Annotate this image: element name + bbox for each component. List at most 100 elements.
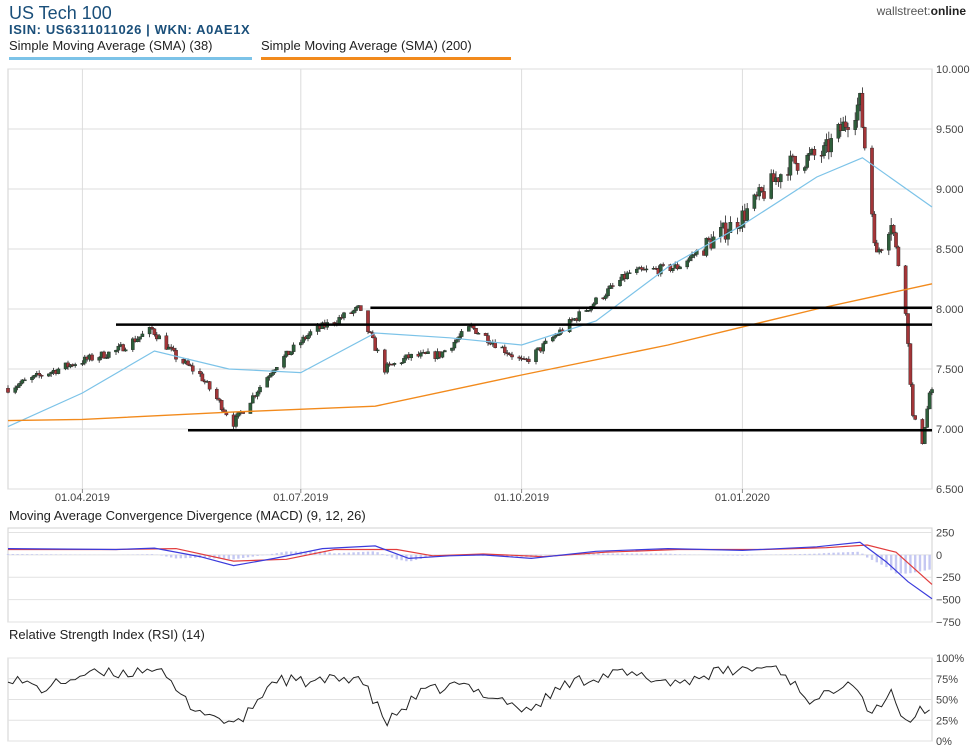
macd-histogram-bar xyxy=(352,552,355,555)
macd-histogram-bar xyxy=(894,554,898,574)
candle-body xyxy=(927,392,932,410)
macd-histogram-bar xyxy=(179,554,182,559)
candle-body xyxy=(913,415,917,420)
candle-body xyxy=(618,280,622,287)
macd-histogram-bar xyxy=(832,552,835,555)
candle-body xyxy=(188,364,193,367)
macd-histogram-bar xyxy=(294,551,298,555)
macd-histogram-bar xyxy=(189,554,192,558)
macd-histogram-bar xyxy=(626,553,629,555)
candle-body xyxy=(757,187,761,197)
candle-body xyxy=(879,249,884,251)
candle-body xyxy=(214,388,219,400)
candle-body xyxy=(803,167,807,171)
candle-body xyxy=(587,309,591,312)
candle-body xyxy=(527,358,531,362)
candle-body xyxy=(440,351,445,358)
macd-histogram-bar xyxy=(602,553,605,555)
candle-body xyxy=(234,416,238,427)
macd-histogram-bar xyxy=(366,551,370,555)
candle-body xyxy=(37,373,41,376)
brand-prefix: wallstreet: xyxy=(876,4,931,18)
candle-body xyxy=(198,371,202,375)
candle-body xyxy=(486,335,490,344)
macd-histogram-bar xyxy=(856,551,859,555)
macd-histogram-bar xyxy=(866,554,869,558)
macd-histogram-bar xyxy=(30,554,34,555)
candle-body xyxy=(30,376,34,381)
macd-histogram-bar xyxy=(150,554,154,555)
macd-histogram-bar xyxy=(606,553,610,555)
candle-body xyxy=(894,232,898,248)
macd-histogram-bar xyxy=(40,554,43,555)
macd-histogram-bar xyxy=(386,554,389,556)
candle-body xyxy=(608,285,613,289)
rsi-y-tick: 50% xyxy=(936,695,958,707)
rsi-y-tick: 75% xyxy=(936,674,958,686)
macd-histogram-bar xyxy=(899,554,902,574)
candle-body xyxy=(896,246,901,267)
macd-histogram-bar xyxy=(635,553,638,555)
macd-histogram-bar xyxy=(146,554,149,555)
candle-body xyxy=(385,363,390,373)
price-y-tick: 8.500 xyxy=(936,244,964,256)
macd-histogram-bar xyxy=(803,553,806,555)
candle-body xyxy=(373,337,378,351)
macd-histogram-bar xyxy=(184,554,187,559)
macd-histogram-bar xyxy=(914,554,917,573)
candle-body xyxy=(687,257,692,262)
macd-histogram-bar xyxy=(808,553,811,555)
candle-body xyxy=(267,375,272,378)
candle-body xyxy=(843,121,848,128)
macd-histogram-bar xyxy=(26,554,29,555)
macd-histogram-bar xyxy=(318,551,322,555)
candle-body xyxy=(723,222,728,240)
macd-histogram-bar xyxy=(784,554,787,555)
candle-body xyxy=(635,268,639,273)
brand-logo[interactable]: wallstreet:online xyxy=(877,4,966,18)
candle-body xyxy=(860,93,865,128)
candle-body xyxy=(872,213,877,244)
candle-body xyxy=(56,368,61,374)
candle-body xyxy=(443,350,447,353)
macd-histogram-bar xyxy=(726,554,730,556)
macd-histogram-bar xyxy=(678,554,682,555)
price-y-tick: 7.000 xyxy=(936,424,964,436)
candle-body xyxy=(812,149,817,156)
macd-histogram-bar xyxy=(165,554,168,557)
rsi-y-tick: 0% xyxy=(936,736,952,748)
sma38-line xyxy=(7,157,933,428)
candle-body xyxy=(409,353,414,359)
candle-body xyxy=(455,339,459,343)
candle-body xyxy=(779,174,783,183)
macd-histogram-bar xyxy=(333,553,336,555)
candle-body xyxy=(217,398,222,401)
candle-body xyxy=(450,347,454,351)
macd-histogram-bar xyxy=(347,552,350,555)
macd-histogram-bar xyxy=(822,553,826,555)
macd-histogram-bar xyxy=(659,553,662,555)
legend-sma38[interactable]: Simple Moving Average (SMA) (38) xyxy=(9,38,213,53)
legend-sma200[interactable]: Simple Moving Average (SMA) (200) xyxy=(261,38,472,53)
macd-histogram-bar xyxy=(534,554,538,557)
candle-body xyxy=(728,222,733,233)
macd-histogram-bar xyxy=(160,554,163,556)
macd-histogram-bar xyxy=(923,554,926,571)
candle-body xyxy=(855,104,860,121)
candle-body xyxy=(236,412,241,417)
candle-body xyxy=(738,227,742,229)
candle-body xyxy=(483,333,488,336)
price-y-tick: 6.500 xyxy=(936,484,964,496)
macd-histogram-bar xyxy=(616,553,619,555)
rsi-y-tick: 100% xyxy=(936,653,964,665)
candle-body xyxy=(241,412,246,414)
candle-body xyxy=(603,295,608,299)
candle-body xyxy=(402,358,406,363)
candle-body xyxy=(793,155,797,164)
macd-histogram-bar xyxy=(539,554,542,556)
candle-body xyxy=(123,349,128,352)
macd-histogram-bar xyxy=(270,553,274,555)
macd-panel-label: Moving Average Convergence Divergence (M… xyxy=(9,508,366,523)
candle-body xyxy=(140,333,145,337)
candle-body xyxy=(452,341,457,349)
